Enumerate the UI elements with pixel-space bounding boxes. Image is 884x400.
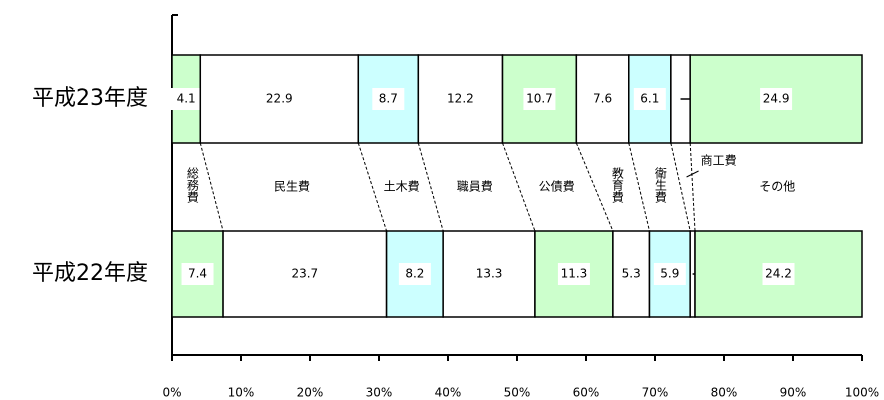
value-label: 10.7 — [526, 92, 553, 106]
leader-line — [686, 170, 699, 178]
category-label: 平成23年度 — [32, 86, 148, 111]
value-label-box — [633, 88, 666, 110]
value-label-box — [760, 88, 793, 110]
value-label: 5.3 — [622, 267, 641, 281]
x-tick-label: 20% — [297, 386, 324, 400]
x-tick-label: 0% — [162, 386, 181, 400]
x-tick-label: 10% — [228, 386, 255, 400]
series-label: その他 — [759, 180, 795, 194]
series-label: 公債費 — [539, 179, 575, 194]
value-label-box — [586, 88, 619, 110]
value-label: 6.1 — [640, 92, 659, 106]
value-label: 12.2 — [447, 92, 474, 106]
value-label: 5.9 — [660, 267, 679, 281]
connector — [670, 142, 691, 232]
x-tick-label: 90% — [780, 386, 807, 400]
x-tick-label: 40% — [435, 386, 462, 400]
x-tick-label: 80% — [711, 386, 738, 400]
x-tick-label: 50% — [504, 386, 531, 400]
value-label: 24.9 — [763, 92, 790, 106]
value-label: 22.9 — [266, 92, 293, 106]
value-label: 24.2 — [765, 267, 792, 281]
value-label-box — [557, 263, 590, 285]
value-label-box — [263, 88, 296, 110]
value-label: 8.7 — [379, 92, 398, 106]
value-label: 7.4 — [188, 267, 207, 281]
series-label: 土木費 — [384, 179, 420, 194]
connector — [689, 142, 696, 232]
connector — [199, 142, 224, 232]
value-label: 4.1 — [177, 92, 196, 106]
value-label-box — [444, 88, 477, 110]
value-label-box — [473, 263, 506, 285]
value-label: 8.2 — [405, 267, 424, 281]
value-label-box — [170, 88, 203, 110]
value-label-box — [615, 263, 648, 285]
value-label-box — [288, 263, 321, 285]
value-label-box — [372, 88, 405, 110]
series-label: 商工費 — [701, 153, 737, 168]
x-tick-label: 60% — [573, 386, 600, 400]
value-label-box — [181, 263, 214, 285]
connector — [417, 142, 444, 232]
connector — [502, 142, 536, 232]
category-label: 平成22年度 — [32, 261, 148, 286]
value-label-box — [653, 263, 686, 285]
series-label: 衛生費 — [653, 167, 667, 203]
value-label: 13.3 — [476, 267, 503, 281]
value-label: 23.7 — [291, 267, 318, 281]
connector — [628, 142, 650, 232]
value-label: 11.3 — [561, 267, 588, 281]
series-label: 民生費 — [274, 179, 310, 194]
series-label: 教育費 — [610, 166, 624, 203]
series-label: 総務費 — [185, 167, 199, 203]
value-label-box — [523, 88, 556, 110]
connector — [575, 142, 614, 232]
series-label: 職員費 — [457, 179, 493, 194]
connector — [357, 142, 388, 232]
x-tick-label: 30% — [366, 386, 393, 400]
value-label-box — [762, 263, 795, 285]
x-tick-label: 100% — [845, 386, 879, 400]
value-label: 7.6 — [593, 92, 612, 106]
value-label-box — [398, 263, 431, 285]
x-tick-label: 70% — [642, 386, 669, 400]
